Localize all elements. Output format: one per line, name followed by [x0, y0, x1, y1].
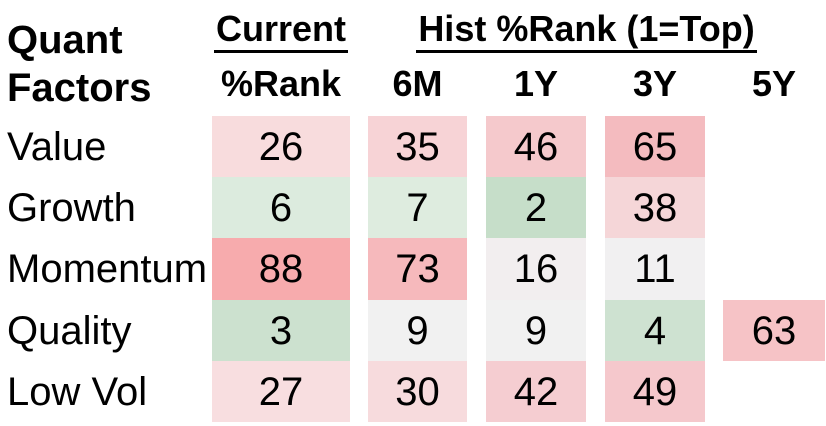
col-header-1y: 1Y: [513, 63, 559, 104]
row-label-value: Value: [7, 124, 107, 169]
cell-momentum-1y: 16: [486, 238, 586, 300]
cell-lowvol-1y: 42: [486, 361, 586, 422]
cell-growth-1y: 2: [486, 177, 586, 238]
cell-quality-current-rank: 3: [212, 300, 350, 361]
current-group-header-text: Current: [213, 9, 348, 53]
hist-group-header: Hist %Rank (1=Top): [368, 8, 805, 53]
cell-quality-6m: 9: [368, 300, 467, 361]
cell-value-6m: 35: [368, 116, 467, 177]
cell-value-3y: 65: [605, 116, 705, 177]
cell-growth-6m: 7: [368, 177, 467, 238]
current-group-header: Current: [204, 8, 358, 53]
cell-momentum-6m: 73: [368, 238, 467, 300]
cell-value-1y: 46: [486, 116, 586, 177]
hist-group-header-text: Hist %Rank (1=Top): [416, 9, 757, 53]
row-label-momentum: Momentum: [7, 247, 208, 291]
row-label-growth: Growth: [7, 185, 136, 230]
col-header-3y: 3Y: [632, 63, 678, 104]
col-header-5y: 5Y: [751, 63, 797, 104]
table-title-line2: Factors: [7, 66, 152, 110]
cell-lowvol-3y: 49: [605, 361, 705, 422]
row-label-quality: Quality: [7, 308, 132, 353]
table-title-line1: Quant: [7, 18, 123, 62]
cell-momentum-current-rank: 88: [212, 238, 350, 300]
cell-quality-3y: 4: [605, 300, 705, 361]
cell-lowvol-6m: 30: [368, 361, 467, 422]
cell-growth-3y: 38: [605, 177, 705, 238]
cell-momentum-3y: 11: [605, 238, 705, 300]
col-header-6m: 6M: [392, 63, 443, 104]
cell-value-current-rank: 26: [212, 116, 350, 177]
cell-lowvol-current-rank: 27: [212, 361, 350, 422]
row-label-lowvol: Low Vol: [7, 369, 148, 414]
cell-quality-1y: 9: [486, 300, 586, 361]
cell-growth-current-rank: 6: [212, 177, 350, 238]
col-header-percent-rank: %Rank: [220, 63, 342, 104]
cell-quality-5y: 63: [723, 300, 825, 361]
